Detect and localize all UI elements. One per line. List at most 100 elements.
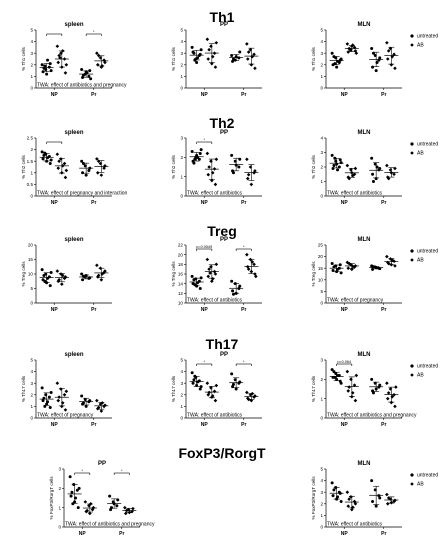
twa-note: TWA: effect of pregnancy xyxy=(37,413,94,419)
y-tick-label: 3 xyxy=(30,381,33,386)
data-point-untreated xyxy=(231,57,235,61)
data-point-ab xyxy=(386,49,391,53)
x-category-label: Pr xyxy=(381,422,386,428)
panel-th17-spleen: spleen 0 1 2 3 4 5 % Th17 cells NP Pr TWA: effect … xyxy=(21,352,112,428)
dot-group xyxy=(329,262,344,275)
data-point-ab xyxy=(252,52,256,57)
y-axis-label: % Th2 cells xyxy=(21,154,26,178)
data-point-untreated xyxy=(109,506,113,510)
data-point-ab xyxy=(385,40,389,45)
y-tick-label: 4 xyxy=(320,39,323,44)
y-tick-label: 1.5 xyxy=(27,159,34,164)
data-point-ab xyxy=(354,373,359,378)
legend-marker-ab xyxy=(410,258,414,262)
data-point-untreated xyxy=(69,494,73,498)
data-point-ab xyxy=(245,157,249,162)
data-point-ab xyxy=(349,495,353,499)
y-axis-label: % FoxP3/RorgT cells xyxy=(49,476,54,520)
dot-group xyxy=(122,505,137,516)
data-point-ab xyxy=(249,182,254,187)
panel-treg-spleen: spleen 0 5 10 15 20 % Treg cells NP Pr xyxy=(21,237,112,313)
panel-th1-spleen: spleen 0 1 2 3 4 5 % Th1 cells NP Pr * TWA: effect … xyxy=(21,22,127,98)
data-point-untreated xyxy=(230,372,234,376)
y-tick-label: 2 xyxy=(180,62,183,67)
data-point-ab xyxy=(353,502,358,506)
y-tick-label: 18 xyxy=(178,262,184,267)
section-title: Treg xyxy=(207,223,237,239)
y-tick-label: 5 xyxy=(180,358,183,363)
data-point-ab xyxy=(390,258,395,262)
data-point-ab xyxy=(385,254,389,259)
x-category-label: NP xyxy=(341,307,349,313)
data-point-ab xyxy=(62,161,67,166)
data-point-untreated xyxy=(339,381,343,385)
x-category-label: Pr xyxy=(381,200,386,206)
data-point-untreated xyxy=(45,72,49,76)
data-point-untreated xyxy=(84,173,88,177)
dot-group xyxy=(369,377,384,395)
data-point-ab xyxy=(98,161,103,166)
y-tick-label: 1 xyxy=(30,170,33,175)
data-point-untreated xyxy=(231,171,235,175)
data-point-untreated xyxy=(81,171,85,175)
y-tick-label: 0 xyxy=(58,525,61,530)
data-point-untreated xyxy=(71,502,75,506)
x-category-label: Pr xyxy=(241,307,246,313)
data-point-untreated xyxy=(335,270,339,274)
data-point-untreated xyxy=(77,486,81,490)
dot-group xyxy=(54,44,69,75)
data-point-ab xyxy=(346,389,351,393)
data-point-untreated xyxy=(43,151,47,155)
data-point-ab xyxy=(95,171,100,175)
data-point-untreated xyxy=(81,73,85,77)
data-point-ab xyxy=(252,262,256,267)
dot-group xyxy=(79,394,94,408)
dot-group xyxy=(244,42,259,71)
data-point-untreated xyxy=(377,494,381,498)
y-tick-label: 1 xyxy=(30,404,33,409)
data-point-ab xyxy=(353,398,358,403)
data-point-ab xyxy=(245,42,249,46)
data-point-ab xyxy=(99,409,104,413)
data-point-untreated xyxy=(370,377,374,381)
section-title: FoxP3/RorgT xyxy=(178,445,266,461)
data-point-ab xyxy=(346,504,351,508)
data-point-untreated xyxy=(333,62,337,66)
data-point-untreated xyxy=(374,504,378,508)
dot-group xyxy=(54,269,69,286)
y-tick-label: 0 xyxy=(30,86,33,91)
data-point-untreated xyxy=(198,287,202,290)
data-point-untreated xyxy=(197,157,201,161)
legend-label-untreated: untreated xyxy=(417,34,438,40)
data-point-ab xyxy=(209,44,213,49)
data-point-ab xyxy=(205,257,210,262)
legend-marker-untreated xyxy=(410,34,414,38)
dot-group xyxy=(229,372,244,391)
panel-title: MLN xyxy=(358,352,371,358)
dot-group xyxy=(67,475,82,510)
panel-foxp3-rorgt-pp: PP 0 1 2 3 % FoxP3/RorgT cells NP Pr * * TWA: effe… xyxy=(49,461,155,537)
data-point-ab xyxy=(214,383,219,388)
data-point-untreated xyxy=(237,165,241,169)
panel-title: spleen xyxy=(64,22,83,28)
x-category-label: NP xyxy=(51,422,59,428)
dot-group xyxy=(244,157,259,187)
data-point-untreated xyxy=(331,494,335,498)
y-tick-label: 5 xyxy=(30,286,33,291)
y-tick-label: 2 xyxy=(30,392,33,397)
dot-group xyxy=(189,148,204,165)
y-tick-label: 1 xyxy=(320,513,323,518)
section-th1: Th1 spleen 0 1 2 3 4 5 % Th1 cells NP Pr * TWA: effe… xyxy=(21,9,438,98)
y-tick-label: 2 xyxy=(320,377,323,382)
dot-group xyxy=(329,368,344,385)
data-point-ab xyxy=(354,51,359,55)
panel-treg-pp: PP 10 12 14 16 18 20 22 % Treg cells NP Pr p=0.0549… xyxy=(171,237,262,313)
data-point-ab xyxy=(347,497,351,501)
data-point-untreated xyxy=(238,284,242,288)
panel-title: MLN xyxy=(358,461,371,467)
data-point-ab xyxy=(85,508,89,513)
data-point-ab xyxy=(388,168,393,172)
data-point-untreated xyxy=(370,156,374,160)
x-category-label: Pr xyxy=(91,422,96,428)
data-point-untreated xyxy=(43,279,47,283)
